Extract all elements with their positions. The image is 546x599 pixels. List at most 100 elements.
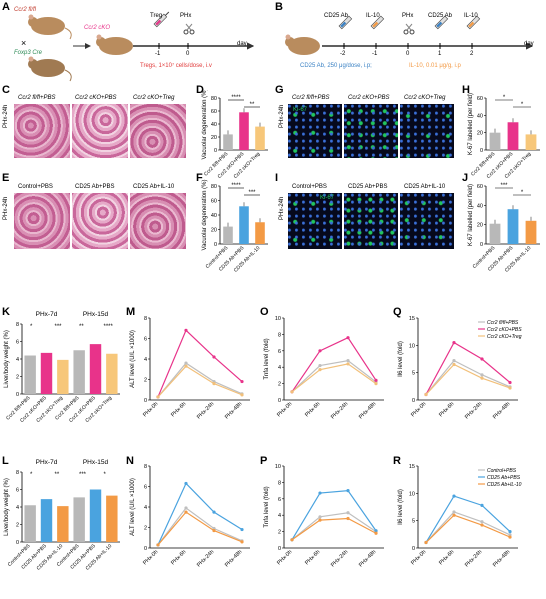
bar bbox=[239, 206, 249, 244]
fluorescence-micrograph bbox=[344, 193, 398, 249]
sig-label: * bbox=[521, 190, 524, 196]
col-label: Control+PBS bbox=[292, 184, 327, 190]
col-label: Ccr2 cKO+Treg bbox=[404, 95, 446, 101]
data-point bbox=[480, 503, 484, 507]
panel-label-N: N bbox=[126, 455, 134, 467]
x-tick-label: PHx-6h bbox=[304, 549, 321, 566]
y-axis-label: Vacuolar degeneration (%) bbox=[202, 180, 208, 251]
bar bbox=[73, 350, 85, 394]
series-line bbox=[291, 512, 377, 541]
data-point bbox=[290, 538, 294, 542]
x-tick-label: PHx-6h bbox=[170, 401, 187, 418]
x-tick-label: PHx-24h bbox=[196, 401, 215, 420]
y-tick-label: 20 bbox=[477, 131, 483, 137]
y-tick-label: 2 bbox=[16, 375, 19, 381]
syringe-icon bbox=[466, 15, 481, 30]
bar bbox=[73, 497, 85, 542]
row-label: PHx-24h bbox=[279, 196, 285, 220]
mouse-icon bbox=[28, 14, 72, 40]
col-label: Ccr2 cKO+PBS bbox=[348, 95, 390, 101]
y-tick-label: 0 bbox=[16, 392, 19, 398]
data-point bbox=[374, 529, 378, 533]
data-point bbox=[374, 531, 378, 535]
y-tick-label: 0 bbox=[278, 398, 281, 404]
series-line bbox=[291, 363, 377, 393]
data-point bbox=[452, 362, 456, 367]
sig-label: * bbox=[521, 102, 524, 108]
data-point bbox=[346, 362, 350, 366]
panel-label-O: O bbox=[260, 306, 269, 318]
y-tick-label: 2 bbox=[278, 382, 281, 388]
sig-label: * bbox=[104, 472, 107, 478]
x-tick-label: PHx-6h bbox=[170, 549, 187, 566]
mouse2-label: Foxp3 Cre bbox=[14, 50, 43, 56]
tick-label: -2 bbox=[340, 51, 346, 57]
y-tick-label: 8 bbox=[278, 332, 281, 338]
scissors-icon bbox=[403, 23, 415, 35]
y-tick-label: 40 bbox=[211, 213, 217, 219]
he-micrograph bbox=[130, 193, 186, 249]
bar bbox=[40, 499, 53, 542]
y-tick-label: 60 bbox=[211, 199, 217, 205]
panel-label-Q: Q bbox=[393, 306, 402, 318]
y-tick-label: 2 bbox=[144, 526, 147, 532]
y-tick-label: 10 bbox=[275, 316, 281, 322]
col-label: Ccr2 fl/fl+PBS bbox=[292, 95, 330, 101]
bar bbox=[106, 353, 118, 394]
y-tick-label: 60 bbox=[477, 184, 483, 190]
data-point bbox=[290, 390, 294, 394]
x-tick-label: PHx-6h bbox=[304, 401, 321, 418]
data-point bbox=[212, 510, 216, 514]
tick-label: -1 bbox=[155, 51, 161, 57]
y-tick-label: 8 bbox=[16, 470, 19, 476]
fluorescence-micrograph bbox=[344, 104, 398, 158]
legend-label: Ccr2 fl/fl+PBS bbox=[487, 320, 519, 326]
panel-A-schematic bbox=[28, 11, 255, 82]
sig-label: ** bbox=[79, 324, 84, 330]
he-micrograph bbox=[72, 193, 128, 249]
y-tick-label: 6 bbox=[16, 488, 19, 494]
y-tick-label: 2 bbox=[144, 378, 147, 384]
bar bbox=[223, 134, 233, 150]
bar bbox=[525, 220, 537, 244]
he-micrograph bbox=[130, 104, 186, 158]
y-tick-label: 0 bbox=[412, 546, 415, 552]
cross-symbol: × bbox=[21, 38, 27, 48]
series-line bbox=[425, 514, 511, 543]
y-tick-label: 15 bbox=[409, 464, 415, 470]
sig-label: **** bbox=[231, 95, 241, 101]
x-tick-label: PHx-6h bbox=[438, 401, 455, 418]
data-point bbox=[480, 357, 484, 361]
y-tick-label: 10 bbox=[409, 343, 415, 349]
day-label: day bbox=[524, 41, 534, 47]
scissors-icon bbox=[183, 23, 195, 35]
mouse1-label: Ccr2 fl/fl bbox=[14, 7, 37, 13]
stain-label: Ki-67 bbox=[293, 107, 308, 113]
stain-label: Ki-67 bbox=[320, 195, 335, 201]
data-point bbox=[508, 530, 512, 534]
data-point bbox=[318, 518, 322, 522]
sig-label: * bbox=[503, 95, 506, 101]
y-tick-label: 8 bbox=[16, 322, 19, 328]
legend-label: Ccr2 cKO+PBS bbox=[487, 327, 522, 333]
he-micrograph bbox=[14, 104, 70, 158]
legend-label: Ccr2 cKO+Treg bbox=[487, 334, 522, 340]
y-tick-label: 10 bbox=[275, 464, 281, 470]
bar bbox=[525, 134, 537, 150]
col-label: Ccr2 fl/fl+PBS bbox=[18, 95, 56, 101]
y-tick-label: 20 bbox=[477, 223, 483, 229]
sig-label: **** bbox=[104, 324, 114, 330]
col-label: CD25 Ab+PBS bbox=[75, 184, 115, 190]
bar bbox=[57, 506, 69, 542]
data-point bbox=[346, 511, 350, 515]
bar bbox=[507, 122, 519, 150]
series-line bbox=[425, 495, 511, 543]
group-label: PHx-7d bbox=[36, 459, 58, 466]
y-tick-label: 80 bbox=[211, 96, 217, 102]
data-point bbox=[508, 380, 512, 385]
y-tick-label: 0 bbox=[16, 540, 19, 546]
